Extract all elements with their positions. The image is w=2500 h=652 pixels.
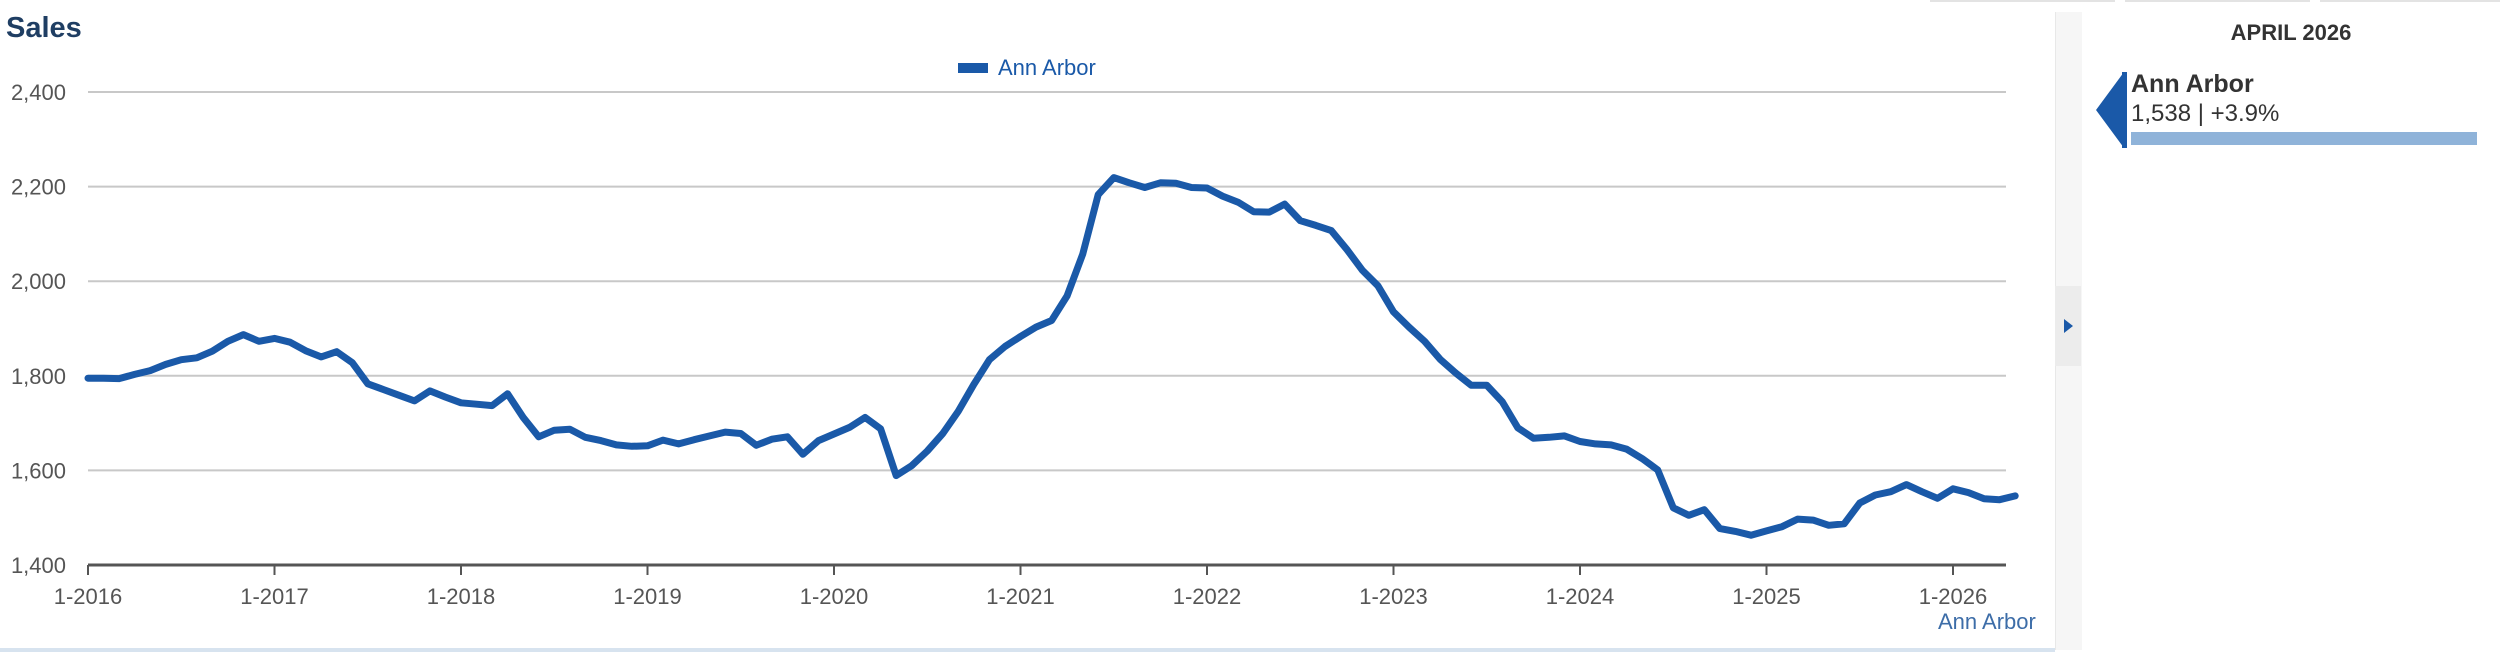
x-tick-label: 1-2018 [427, 584, 496, 609]
chart-series [84, 174, 2019, 539]
collapse-panel-button[interactable] [2055, 286, 2081, 366]
x-tick-label: 1-2016 [54, 584, 123, 609]
y-tick-label: 2,200 [11, 175, 66, 200]
pointer-arrow-icon [2096, 72, 2124, 148]
x-tick-label: 1-2022 [1173, 584, 1242, 609]
top-tabs-strip [1930, 0, 2500, 3]
side-panel-name[interactable]: Ann Arbor [2131, 70, 2254, 98]
x-tick-label: 1-2023 [1359, 584, 1428, 609]
x-tick-label: 1-2019 [613, 584, 682, 609]
x-tick-label: 1-2017 [240, 584, 309, 609]
legend-label: Ann Arbor [998, 55, 1096, 80]
x-tick-label: 1-2020 [800, 584, 869, 609]
tab-indicator [2125, 0, 2310, 2]
pointer-bar [2122, 72, 2127, 148]
side-panel-value-bar [2131, 132, 2477, 145]
series-line-ann-arbor[interactable] [84, 174, 2019, 539]
x-axis: 1-2016 1-2017 1-2018 1-2019 1-2020 1-2021 1-20… [54, 563, 2006, 609]
side-panel-period: APRIL 2026 [2230, 20, 2352, 45]
chart-title: Sales [6, 12, 82, 44]
y-tick-label: 1,600 [11, 458, 66, 483]
y-axis: 1,400 1,600 1,800 2,000 2,200 2,400 [11, 80, 66, 578]
chart-legend[interactable]: Ann Arbor [958, 55, 1096, 81]
chevron-right-icon [2063, 319, 2073, 333]
y-tick-label: 1,400 [11, 553, 66, 578]
y-tick-label: 2,000 [11, 269, 66, 294]
bottom-border [0, 648, 2055, 652]
x-tick-label: 1-2025 [1732, 584, 1801, 609]
y-tick-label: 1,800 [11, 364, 66, 389]
tab-indicator [2320, 0, 2500, 2]
x-tick-label: 1-2021 [986, 584, 1055, 609]
tab-indicator [1930, 0, 2115, 2]
x-tick-label: 1-2026 [1919, 584, 1988, 609]
chart-grid [88, 91, 2006, 472]
legend-swatch [958, 63, 988, 73]
x-axis-series-label: Ann Arbor [1938, 609, 2036, 634]
side-panel-value: 1,538 | +3.9% [2131, 100, 2280, 127]
x-tick-label: 1-2024 [1546, 584, 1615, 609]
y-tick-label: 2,400 [11, 80, 66, 105]
